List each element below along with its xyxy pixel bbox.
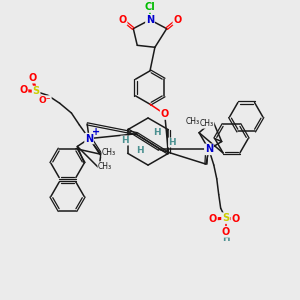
Text: N: N bbox=[205, 144, 213, 154]
Text: H: H bbox=[136, 146, 144, 155]
Text: O: O bbox=[231, 214, 239, 224]
Text: O: O bbox=[209, 214, 217, 224]
Text: O: O bbox=[221, 227, 230, 237]
Text: N: N bbox=[146, 15, 154, 25]
Text: O: O bbox=[173, 15, 181, 25]
Text: Cl: Cl bbox=[145, 2, 155, 12]
Text: S: S bbox=[33, 86, 40, 97]
Text: CH₃: CH₃ bbox=[102, 148, 116, 157]
Text: O⁻: O⁻ bbox=[39, 96, 51, 105]
Text: O: O bbox=[19, 85, 28, 95]
Text: O: O bbox=[160, 109, 169, 119]
Text: +: + bbox=[92, 127, 100, 137]
Text: H: H bbox=[121, 136, 128, 145]
Text: H: H bbox=[222, 234, 230, 243]
Text: H: H bbox=[153, 128, 160, 137]
Text: S: S bbox=[222, 213, 229, 223]
Text: O: O bbox=[118, 15, 127, 25]
Text: CH₃: CH₃ bbox=[200, 119, 214, 128]
Text: O: O bbox=[28, 73, 36, 83]
Text: CH₃: CH₃ bbox=[185, 117, 199, 126]
Text: CH₃: CH₃ bbox=[98, 162, 112, 171]
Text: N: N bbox=[85, 134, 93, 144]
Text: H: H bbox=[169, 138, 176, 147]
